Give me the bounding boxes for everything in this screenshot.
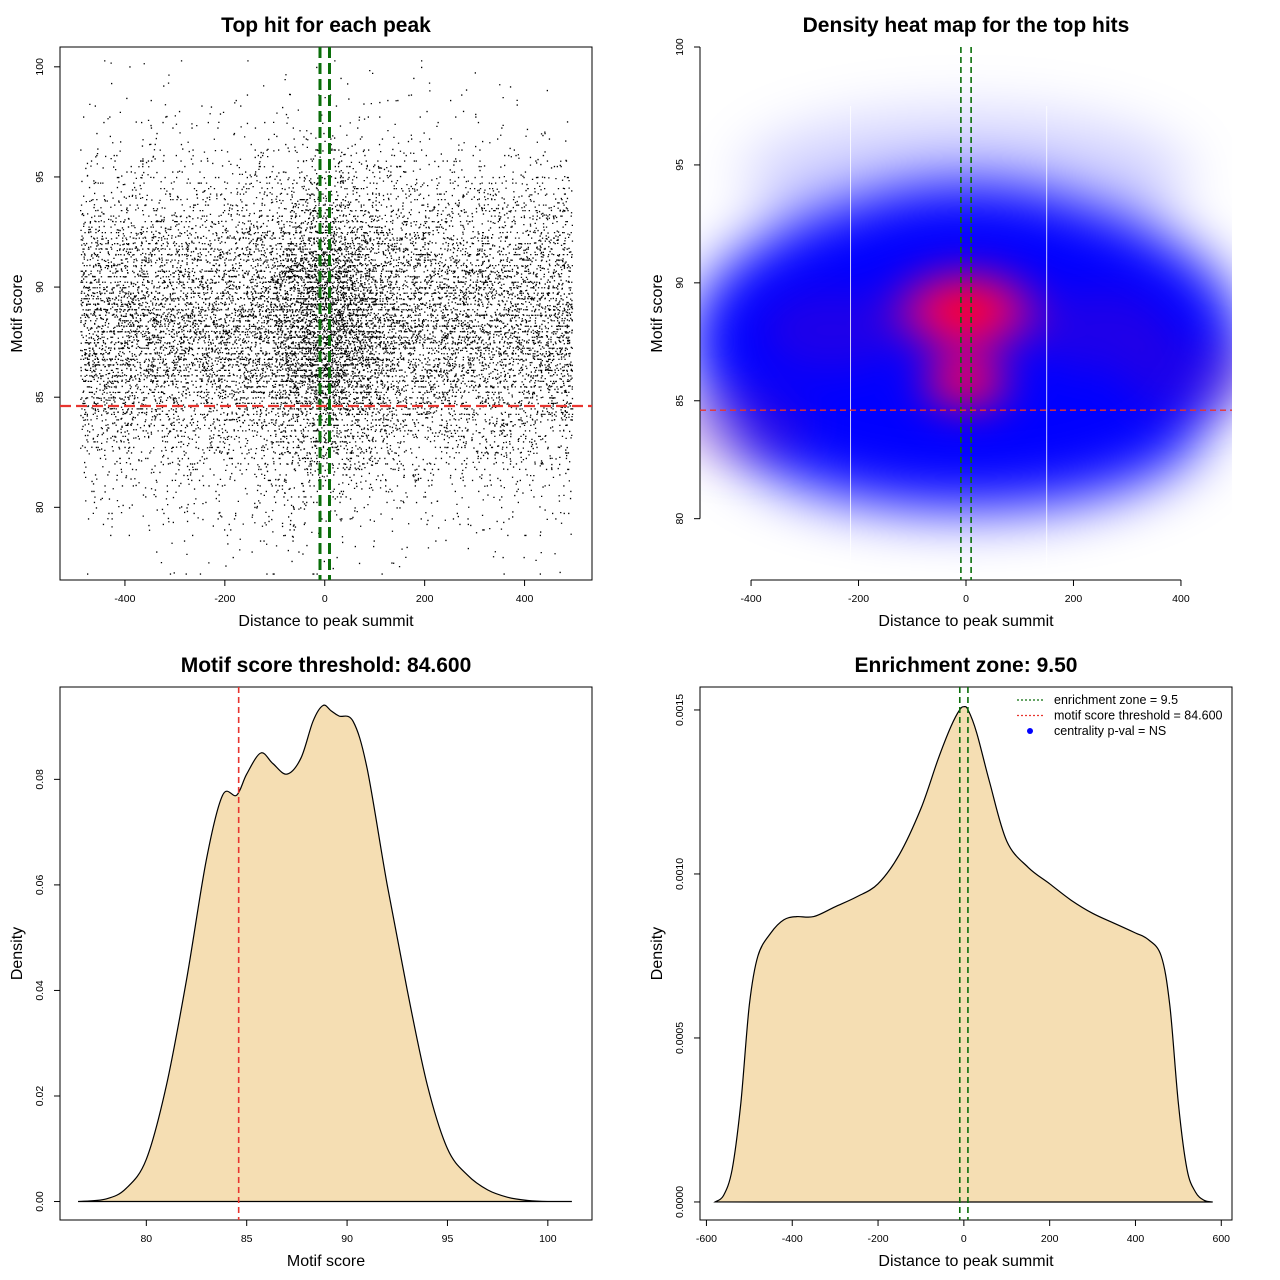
heatmap-blob [742,111,1190,242]
scatter-point [80,60,574,575]
x-axis-label: Distance to peak summit [878,613,1054,630]
y-tick-label: 0.04 [34,980,46,1001]
heatmap-density-peak [940,363,992,400]
x-tick-label: -400 [741,593,762,605]
y-tick-label: 80 [674,513,686,525]
y-axis-label: Density [649,927,666,980]
x-tick-label: 0 [322,593,328,605]
y-tick-label: 100 [674,38,686,56]
enrichment-density-panel: -600 -400 -200 0 200 400 600 0.0000 0.0005 0.0010… [649,654,1233,1270]
x-axis-label: Motif score [287,1253,365,1270]
x-tick-label: 400 [1127,1233,1145,1245]
scatter-points [80,60,574,575]
x-tick-label: -200 [868,1233,889,1245]
x-tick-label: 200 [1041,1233,1059,1245]
heatmap-density-center [1030,290,1171,371]
y-tick-label: 0.0015 [674,694,686,726]
y-tick-label: 95 [34,171,46,183]
density-curve [713,705,1213,1203]
legend-label: enrichment zone = 9.5 [1054,693,1178,707]
x-tick-label: 600 [1213,1233,1231,1245]
heatmap-density-peak [921,283,1011,340]
x-tick-label: 90 [341,1233,353,1245]
x-tick-label: 100 [539,1233,557,1245]
x-tick-label: 200 [416,593,434,605]
x-tick-label: -400 [114,593,135,605]
density-curve [78,704,572,1203]
chart-title: Enrichment zone: 9.50 [855,654,1078,677]
heatmap-density-center [1121,337,1232,418]
chart-title: Motif score threshold: 84.600 [181,654,472,677]
y-tick-label: 95 [674,159,686,171]
x-tick-label: 400 [1172,593,1190,605]
y-tick-label: 0.02 [34,1086,46,1107]
y-tick-label: 0.0005 [674,1022,686,1054]
heatmap-high-density [700,269,1232,465]
x-tick-label: 0 [963,593,969,605]
y-tick-label: 80 [34,501,46,513]
chart-title: Top hit for each peak [221,14,431,37]
heatmap-density-center [700,384,811,465]
x-tick-label: -200 [848,593,869,605]
x-tick-label: -600 [696,1233,717,1245]
x-tick-label: -200 [214,593,235,605]
legend-label: centrality p-val = NS [1054,724,1166,738]
x-tick-label: 0 [961,1233,967,1245]
y-tick-label: 0.00 [34,1191,46,1212]
y-tick-label: 0.08 [34,769,46,790]
heatmap-density-center [761,290,902,371]
y-axis-label: Motif score [649,274,666,352]
scatter-panel: -400 -200 0 200 400 80 85 90 95 100 Top hit for ea… [9,14,593,630]
x-tick-label: 200 [1065,593,1083,605]
motif-score-density-panel: 80 85 90 95 100 0.00 0.02 0.04 0.06 0.08 Motif sco… [9,654,593,1270]
y-tick-label: 0.0010 [674,858,686,890]
legend: enrichment zone = 9.5 motif score thresho… [1017,693,1223,738]
x-axis-label: Distance to peak summit [878,1253,1054,1270]
y-tick-label: 0.0000 [674,1186,686,1218]
chart-title: Density heat map for the top hits [803,14,1130,37]
x-tick-label: 80 [140,1233,152,1245]
x-tick-label: 95 [442,1233,454,1245]
x-axis-label: Distance to peak summit [238,613,414,630]
x-tick-label: 400 [516,593,534,605]
y-tick-label: 90 [34,281,46,293]
y-tick-label: 85 [674,395,686,407]
y-tick-label: 90 [674,277,686,289]
x-tick-label: 85 [241,1233,253,1245]
y-tick-label: 100 [34,58,46,76]
x-tick-label: -400 [782,1233,803,1245]
heatmap-panel: -400 -200 0 200 400 80 85 90 95 100 Density heat m… [649,14,1232,630]
y-tick-label: 0.06 [34,875,46,896]
heatmap-blob [726,335,1206,513]
legend-point-icon [1027,728,1033,734]
y-tick-label: 85 [34,391,46,403]
y-axis-label: Motif score [9,274,26,352]
density-heatmap [700,47,1232,580]
y-axis-label: Density [9,927,26,980]
legend-label: motif score threshold = 84.600 [1054,709,1223,723]
